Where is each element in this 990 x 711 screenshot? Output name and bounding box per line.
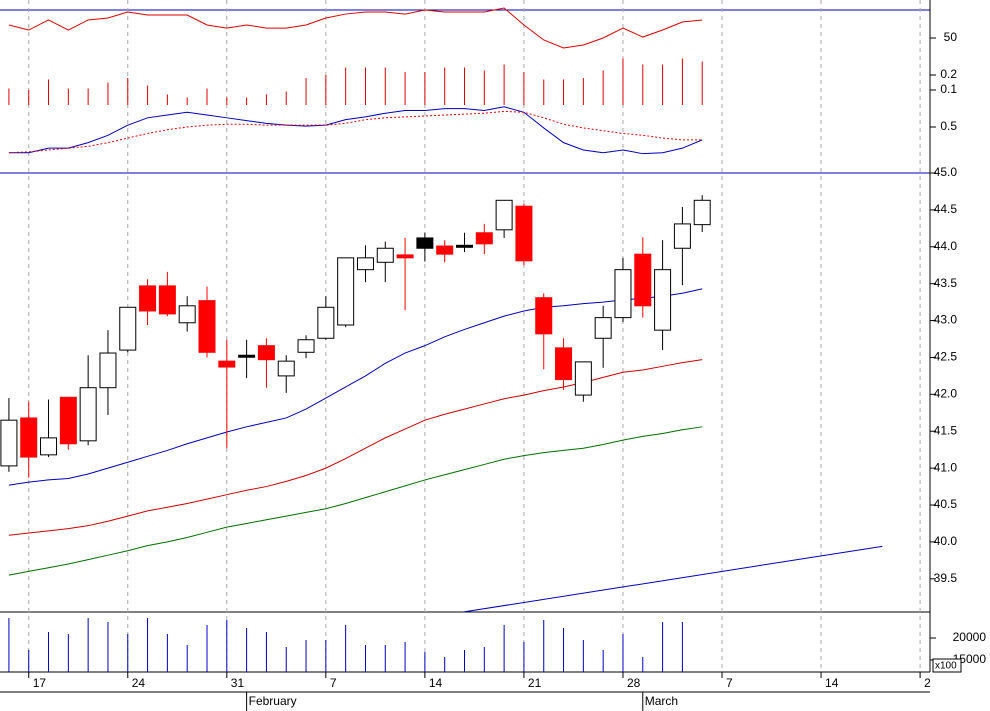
candle-body (158, 285, 176, 315)
candle-body (297, 339, 315, 353)
y-tick-label: 42.5 (934, 350, 958, 364)
y-tick-label: 0.1 (940, 82, 957, 96)
candle-body (436, 245, 454, 255)
line-series (8, 7, 703, 49)
line-series (8, 288, 703, 486)
candle-body (654, 269, 672, 331)
candle-body (555, 347, 573, 381)
unit-box (932, 658, 962, 673)
candle-body (218, 360, 236, 368)
candle-body (59, 396, 77, 445)
x-tick-label: 14 (825, 676, 839, 690)
x-tick-label: 31 (231, 676, 245, 690)
candle-body (257, 345, 275, 361)
y-tick-label: 42.0 (934, 387, 958, 401)
candle-body (277, 360, 295, 377)
y-tick-label: 41.0 (934, 460, 958, 474)
x-tick-label: 7 (330, 676, 337, 690)
y-tick-label: 40.0 (934, 534, 958, 548)
y-tick-label: 41.5 (934, 423, 958, 437)
candle-body (574, 361, 592, 396)
candle-body (238, 354, 256, 358)
y-tick-label: 20000 (953, 630, 987, 644)
candle-body (416, 237, 434, 249)
unit-label: x100 (935, 661, 957, 672)
candle-body (594, 317, 612, 339)
candle-body (356, 257, 374, 271)
y-tick-label: 43.5 (934, 276, 958, 290)
y-tick-label: 0.5 (940, 119, 957, 133)
candle-body (20, 417, 38, 458)
y-tick-label: 39.5 (934, 571, 958, 585)
y-tick-label: 45.0 (934, 165, 958, 179)
y-tick-label: 44.5 (934, 202, 958, 216)
y-tick-label: 43.0 (934, 313, 958, 327)
month-label: February (249, 694, 297, 708)
y-tick-label: 50 (944, 30, 958, 44)
candle-body (535, 297, 553, 335)
candle-body (99, 352, 117, 389)
candle-body (0, 419, 18, 467)
x-tick-label: 28 (627, 676, 641, 690)
candle-body (40, 437, 58, 456)
line-series (8, 106, 703, 155)
x-tick-label: 14 (429, 676, 443, 690)
candle-body (475, 232, 493, 245)
x-tick-label: 17 (33, 676, 47, 690)
line-series (8, 426, 703, 576)
candle-body (693, 199, 711, 226)
candle-body (337, 257, 355, 326)
candle-body (396, 254, 414, 259)
y-tick-label: 40.5 (934, 497, 958, 511)
candle-body (376, 247, 394, 263)
candle-body (614, 269, 632, 319)
candle-body (456, 244, 474, 248)
candle-body (634, 253, 652, 307)
x-tick-label: 24 (132, 676, 146, 690)
x-tick-label: 2 (924, 676, 931, 690)
x-tick-label: 7 (726, 676, 733, 690)
candle-body (317, 306, 335, 339)
candle-body (673, 223, 691, 249)
line-series (8, 110, 703, 154)
candle-body (495, 199, 513, 231)
y-tick-label: 0.2 (940, 67, 957, 81)
candle-body (515, 205, 533, 262)
candle-body (198, 300, 216, 353)
candle-body (119, 306, 137, 351)
x-tick-label: 21 (528, 676, 542, 690)
y-tick-label: 44.0 (934, 239, 958, 253)
candle-body (139, 285, 157, 312)
candle-body (79, 387, 97, 442)
line-series (463, 545, 883, 613)
candle-body (178, 305, 196, 324)
month-label: March (645, 694, 678, 708)
